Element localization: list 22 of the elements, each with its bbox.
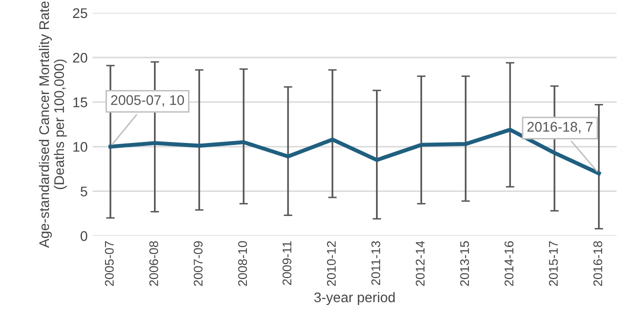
- x-tick-label: 2008-10: [238, 241, 247, 286]
- x-tick-label: 2013-15: [460, 241, 470, 286]
- x-tick-label: 2016-18: [593, 241, 602, 286]
- x-tick-label: 2011-13: [371, 241, 380, 285]
- y-tick-label: 25: [73, 8, 88, 18]
- x-tick-label: 2006-08: [149, 241, 158, 286]
- x-tick-label: 2007-09: [194, 241, 203, 286]
- annotation: 2016-18, 7: [527, 122, 592, 134]
- y-tick-label: 10: [73, 142, 88, 152]
- x-tick-label: 2014-16: [504, 241, 514, 286]
- x-tick-label: 2010-12: [326, 241, 336, 286]
- y-tick-label: 5: [80, 186, 88, 196]
- x-axis-title: 3-year period: [314, 292, 395, 306]
- x-tick-label: 2015-17: [548, 241, 558, 286]
- annotation: 2005-07, 10: [111, 95, 184, 107]
- y-tick-label: 15: [73, 98, 88, 108]
- y-axis-title: Age-standardised Cancer Mortality Rate (Deaths per 100,000): [38, 1, 67, 248]
- x-tick-label: 2012-14: [416, 241, 425, 286]
- x-tick-label: 2005-07: [104, 241, 114, 286]
- x-tick-label: 2009-11: [282, 241, 292, 285]
- y-tick-label: 20: [73, 52, 88, 63]
- y-tick-label: 0: [80, 231, 88, 241]
